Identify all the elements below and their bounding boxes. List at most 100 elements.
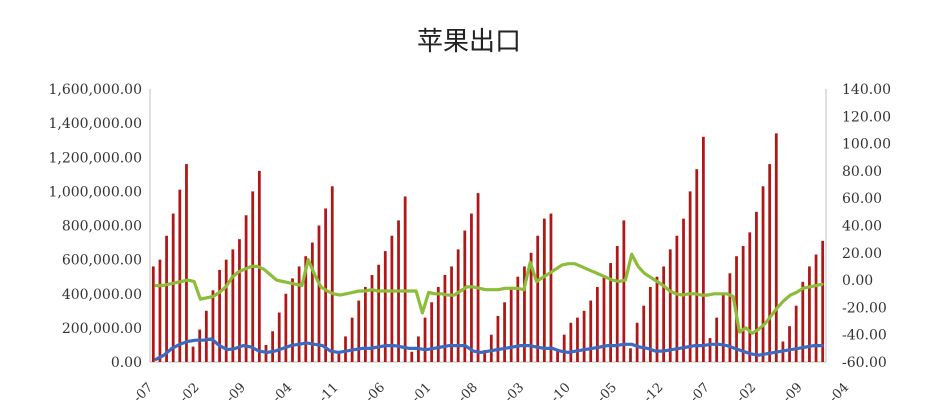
export-bar <box>821 240 825 362</box>
export-bar <box>304 256 308 362</box>
export-bar <box>582 310 586 362</box>
export-bar <box>715 317 719 362</box>
export-bar <box>774 133 778 362</box>
export-bar <box>330 186 334 362</box>
export-bar <box>310 242 314 362</box>
export-bar <box>708 338 712 362</box>
export-bar <box>151 266 155 362</box>
export-bar <box>231 249 235 362</box>
export-bar <box>602 274 606 362</box>
export-bar <box>489 334 493 362</box>
export-bar <box>430 302 434 362</box>
export-bar <box>383 251 387 362</box>
x-tick-label: -02 <box>734 380 759 400</box>
export-bar <box>688 191 692 363</box>
x-tick-label: -01 <box>409 380 434 400</box>
export-bar <box>224 259 228 363</box>
x-tick-label: -11 <box>316 380 341 400</box>
export-bar <box>158 259 162 363</box>
export-bar <box>503 302 506 362</box>
export-bar <box>702 136 705 362</box>
export-bar <box>238 239 241 362</box>
x-tick-label: -04 <box>827 380 852 400</box>
x-tick-label: -09 <box>224 380 249 400</box>
right-tick-label: 100.00 <box>842 137 891 153</box>
x-tick-label: -05 <box>595 380 620 400</box>
export-bar <box>443 274 447 362</box>
export-bar <box>185 164 188 362</box>
left-tick-label: 1,600,000.00 <box>48 82 142 98</box>
export-bar <box>814 254 818 362</box>
export-bar <box>251 191 255 363</box>
left-tick-label: 1,200,000.00 <box>48 150 142 166</box>
export-bar <box>456 249 460 362</box>
export-bar <box>423 317 427 362</box>
export-bar <box>529 252 533 362</box>
export-bar <box>204 310 208 362</box>
export-bar <box>642 305 646 362</box>
export-bar <box>476 193 480 362</box>
export-bar <box>595 286 599 362</box>
right-tick-label: -40.00 <box>842 328 887 344</box>
chart-title: 苹果出口 <box>417 27 521 57</box>
export-bar <box>450 266 453 362</box>
x-tick-label: -12 <box>641 380 666 400</box>
x-tick-label: -10 <box>548 380 573 400</box>
left-tick-label: 400,000.00 <box>62 287 142 303</box>
export-bar <box>410 351 414 362</box>
export-bar <box>668 249 672 362</box>
right-tick-label: -20.00 <box>842 300 887 316</box>
export-bar <box>794 305 798 362</box>
export-bar <box>178 189 182 362</box>
export-bar <box>576 317 579 362</box>
export-bar <box>549 213 553 362</box>
export-bar <box>364 286 367 362</box>
export-bar <box>297 266 301 362</box>
left-tick-label: 800,000.00 <box>62 219 142 235</box>
left-tick-label: 0.00 <box>111 355 142 371</box>
export-bar <box>556 350 559 362</box>
export-bar <box>609 263 612 362</box>
green-series-line <box>154 252 824 335</box>
export-bar <box>198 329 202 362</box>
export-bar <box>622 220 626 362</box>
export-bar <box>768 164 772 362</box>
export-bar <box>357 300 361 362</box>
right-tick-label: -60.00 <box>842 355 887 371</box>
left-tick-label: 1,000,000.00 <box>48 184 142 200</box>
export-bar <box>496 315 500 362</box>
export-bar <box>629 348 632 362</box>
export-bar <box>483 350 487 362</box>
export-bar <box>509 286 513 362</box>
export-bar <box>436 286 440 362</box>
x-tick-label: -03 <box>502 380 527 400</box>
export-bar <box>682 218 685 362</box>
export-bar <box>370 274 374 362</box>
export-bar <box>589 300 593 362</box>
export-bar <box>755 211 758 362</box>
export-bar <box>218 269 221 362</box>
x-tick-label: -08 <box>456 380 481 400</box>
blue-series-line <box>154 337 824 361</box>
export-bar <box>728 273 732 362</box>
export-bar <box>277 312 281 362</box>
x-tick-label: -02 <box>177 380 202 400</box>
left-tick-label: 200,000.00 <box>62 321 142 337</box>
export-bar <box>648 286 652 362</box>
export-bar <box>675 235 679 362</box>
right-tick-label: 140.00 <box>842 82 891 98</box>
export-bar <box>569 322 573 362</box>
x-tick-label: -06 <box>363 380 388 400</box>
export-bar <box>244 215 248 362</box>
left-tick-label: 1,400,000.00 <box>48 116 142 132</box>
export-bar <box>808 266 811 362</box>
x-tick-label: -07 <box>131 380 156 400</box>
right-tick-label: 0.00 <box>842 273 873 289</box>
export-bar <box>271 331 274 362</box>
export-bar <box>788 326 791 362</box>
export-bar <box>191 346 195 362</box>
export-bar <box>171 213 175 362</box>
export-bar <box>635 322 639 362</box>
export-bar <box>377 264 381 362</box>
